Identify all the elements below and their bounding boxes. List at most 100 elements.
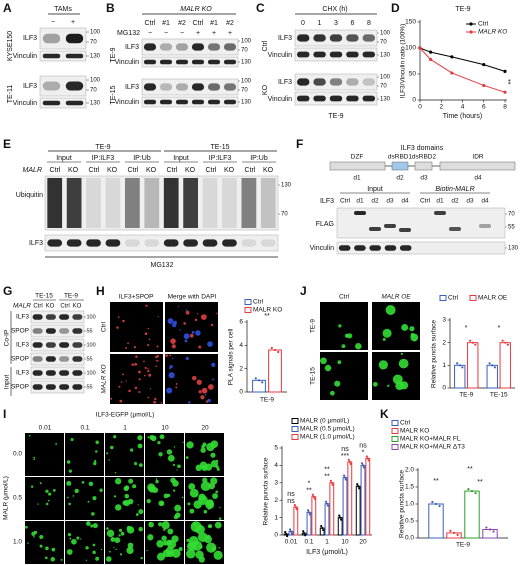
annotation: ** — [467, 466, 473, 473]
replicate-dot — [456, 533, 459, 537]
bar — [268, 349, 282, 393]
band — [191, 99, 205, 105]
puncta — [66, 460, 71, 464]
bar — [252, 379, 266, 393]
puncta — [117, 316, 120, 319]
legend-label: MALR KO+MALR ΔT3 — [400, 444, 465, 451]
label: + — [212, 30, 216, 37]
replicate-dot — [340, 518, 343, 521]
band — [223, 59, 237, 65]
puncta — [106, 556, 112, 562]
puncta — [204, 393, 207, 396]
label: ILF3 — [16, 314, 29, 321]
band — [399, 228, 411, 232]
puncta — [55, 442, 58, 445]
puncta — [174, 504, 182, 512]
puncta — [149, 388, 152, 390]
band — [346, 78, 359, 86]
puncta — [210, 477, 218, 485]
annotation: *** — [341, 453, 349, 460]
annotation: ** — [477, 479, 483, 486]
band — [72, 356, 83, 362]
puncta — [334, 380, 341, 387]
puncta — [138, 463, 143, 468]
bar — [454, 364, 466, 389]
bar — [365, 457, 371, 536]
puncta — [127, 342, 129, 345]
puncta — [68, 502, 71, 506]
puncta — [149, 434, 155, 440]
label: KO — [68, 167, 79, 174]
puncta — [167, 528, 174, 535]
puncta — [158, 500, 165, 507]
replicate-dot — [311, 493, 314, 496]
y-axis-label: Relative puncta surface — [431, 320, 438, 388]
puncta — [138, 509, 144, 515]
label: d1 — [356, 198, 364, 205]
x-tick-label: 0 — [418, 104, 422, 111]
puncta — [116, 326, 119, 329]
label: TE-15 — [310, 367, 317, 385]
puncta — [158, 452, 163, 457]
label: + — [228, 30, 232, 37]
label: − — [148, 30, 152, 37]
panel-letter: B — [106, 1, 115, 15]
label: Ctrl — [262, 40, 269, 51]
puncta — [169, 354, 172, 357]
puncta — [147, 436, 150, 439]
label: 100 — [90, 30, 101, 36]
puncta — [330, 390, 335, 396]
puncta — [33, 535, 35, 538]
puncta — [99, 488, 103, 492]
replicate-dot — [461, 366, 464, 369]
puncta — [147, 396, 150, 399]
replicate-dot — [349, 462, 352, 466]
legend-swatch — [469, 295, 477, 301]
puncta — [189, 333, 194, 338]
replicate-dot — [469, 339, 472, 342]
legend-label: MALR OE — [478, 295, 508, 302]
band — [354, 211, 366, 215]
label: 20 — [201, 425, 209, 432]
micrograph — [165, 354, 218, 404]
puncta — [170, 338, 176, 344]
domain — [439, 161, 516, 171]
blot — [141, 56, 239, 68]
puncta — [213, 550, 223, 560]
band — [296, 95, 310, 102]
label: 130 — [508, 246, 519, 252]
replicate-dot — [343, 476, 347, 479]
label: 8 — [367, 20, 371, 27]
point — [503, 90, 507, 94]
y-tick-label: 0 — [442, 385, 446, 392]
bar — [499, 342, 511, 389]
replicate-dot — [293, 504, 296, 507]
band — [32, 314, 43, 320]
puncta — [169, 364, 173, 369]
band — [384, 245, 397, 251]
band — [65, 81, 84, 91]
band — [59, 328, 70, 334]
puncta — [172, 322, 177, 328]
puncta — [198, 390, 202, 394]
puncta — [387, 384, 390, 387]
label: Ctrl — [340, 198, 351, 205]
puncta — [125, 380, 127, 382]
band — [338, 245, 351, 251]
smear — [222, 178, 237, 228]
micrograph — [105, 477, 144, 520]
label: 1 — [123, 425, 127, 432]
puncta — [157, 522, 163, 527]
bar — [464, 490, 480, 539]
label: 130 — [380, 53, 391, 59]
label: 70 — [380, 40, 387, 46]
point — [450, 55, 454, 59]
replicate-dot — [288, 528, 292, 531]
puncta — [118, 385, 121, 388]
replicate-dot — [488, 528, 492, 531]
replicate-dot — [321, 526, 324, 530]
puncta — [399, 381, 409, 390]
puncta — [108, 459, 110, 461]
puncta — [69, 537, 72, 540]
label: MALR (μmol/L) — [3, 476, 10, 520]
